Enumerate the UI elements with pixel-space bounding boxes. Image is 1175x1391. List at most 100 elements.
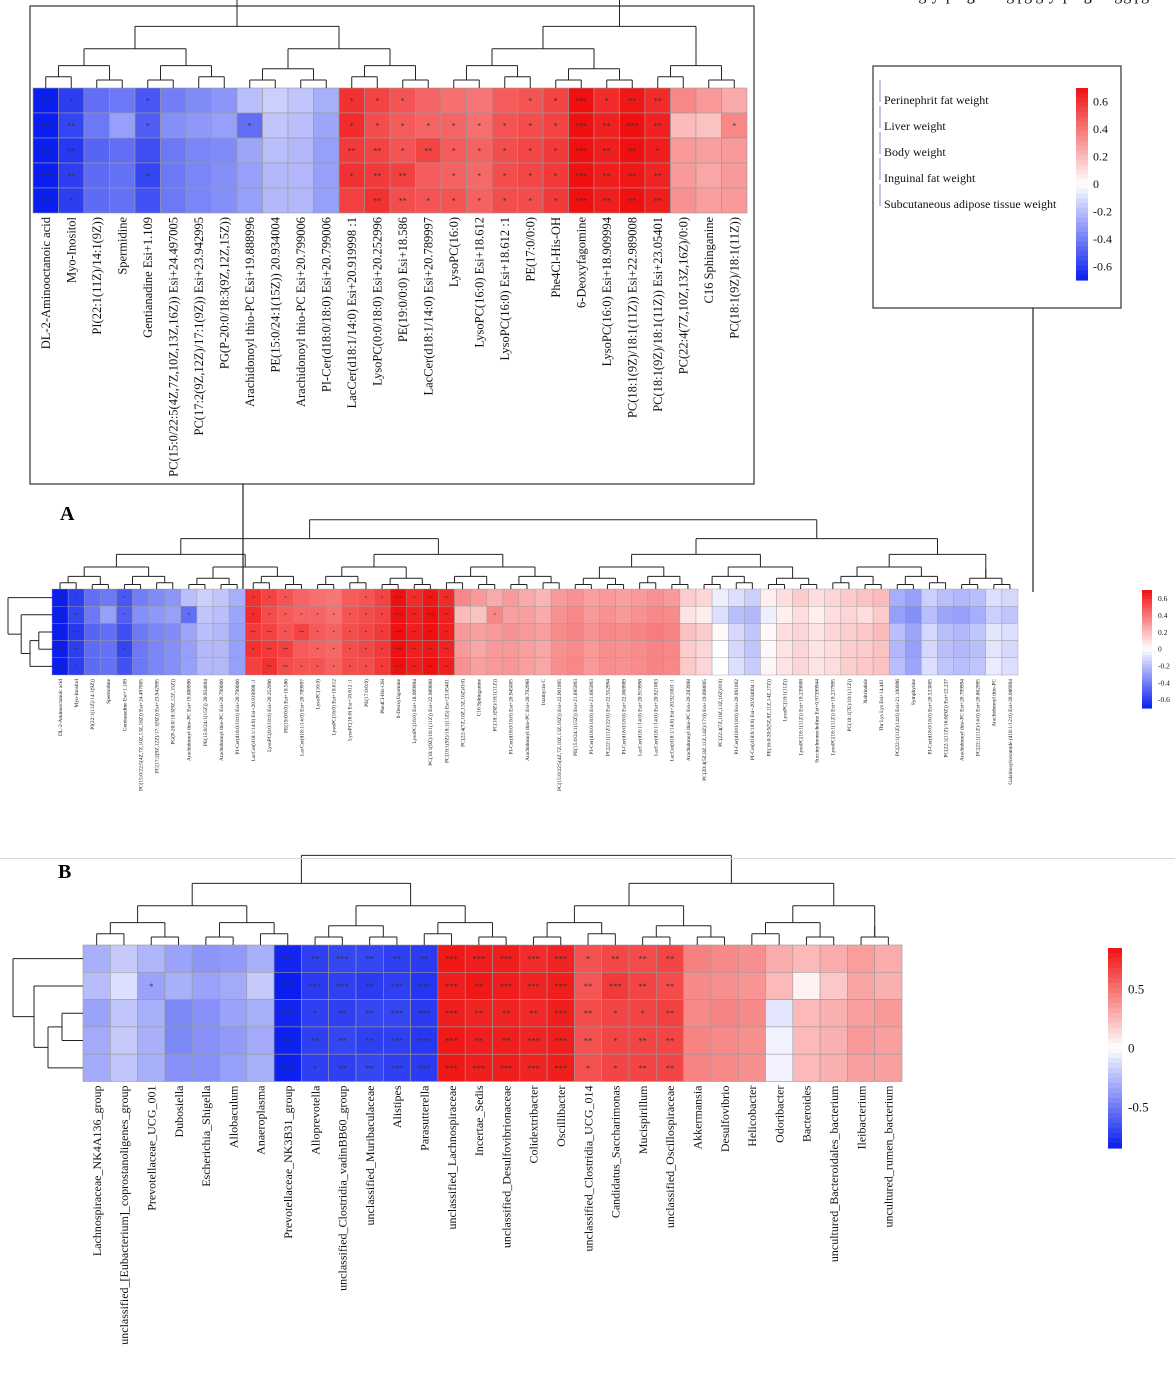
column-label: uncultured_rumen_bacterium <box>882 1085 896 1228</box>
heatmap-cell <box>355 1053 384 1082</box>
significance-star: ** <box>654 96 662 105</box>
colorbar-segment <box>1142 666 1152 671</box>
heatmap-cell <box>262 112 289 139</box>
significance-star: * <box>401 146 405 155</box>
heatmap-cell <box>550 588 568 607</box>
column-label: 6-Deoxyfagomine <box>395 678 402 718</box>
colorbar-segment <box>1142 705 1152 709</box>
heatmap-cell <box>663 623 681 641</box>
heatmap-cell <box>567 623 584 641</box>
heatmap-cell <box>293 640 310 658</box>
significance-star: ** <box>428 596 434 602</box>
heatmap-cell <box>454 657 471 676</box>
significance-star: ** <box>584 981 593 991</box>
heatmap-cell <box>180 588 198 607</box>
significance-star: ** <box>267 664 273 670</box>
heatmap-cell <box>486 640 504 658</box>
significance-star: ** <box>399 196 407 205</box>
heatmap-cell <box>710 944 739 973</box>
heatmap-cell <box>792 606 809 624</box>
column-label: Dubosiella <box>172 1085 186 1138</box>
heatmap-cell <box>486 588 504 607</box>
heatmap-cell <box>246 944 275 973</box>
colorbar-segment <box>1076 112 1088 118</box>
heatmap-cell <box>840 606 858 624</box>
heatmap-cell <box>856 588 874 607</box>
significance-star: *** <box>472 1063 485 1073</box>
heatmap-cell <box>840 657 858 676</box>
heatmap-cell <box>647 640 665 658</box>
legend-row-label: Body weight <box>884 145 946 159</box>
heatmap-cell <box>517 137 544 164</box>
heatmap-cell <box>137 1053 166 1082</box>
colorbar-segment <box>1076 88 1088 94</box>
colorbar-segment <box>1142 681 1152 685</box>
heatmap-cell <box>196 623 214 641</box>
heatmap-cell <box>937 623 954 641</box>
colorbar-tick: 0 <box>1093 177 1099 191</box>
row-label: Liver weight <box>905 0 988 4</box>
colorbar-segment <box>1076 97 1088 103</box>
colorbar-segment <box>1076 116 1088 123</box>
column-label: unclassified_Muribaculaceae <box>363 1086 377 1226</box>
colorbar-segment <box>1076 188 1088 195</box>
column-label: PI-Cer(d18:0/18:0) Esi+20.799006 <box>234 679 241 755</box>
significance-star: * <box>316 664 319 670</box>
significance-star: ** <box>666 1036 675 1046</box>
colorbar-tick: -0.4 <box>1158 678 1170 687</box>
heatmap-cell <box>502 588 520 607</box>
colorbar-segment <box>1108 1128 1122 1134</box>
significance-star: ** <box>654 171 662 180</box>
heatmap-cell <box>109 87 136 114</box>
column-label: Succinylmonocholine Esi+0.97399944 <box>815 679 821 763</box>
heatmap-cell <box>679 657 697 676</box>
heatmap-cell <box>83 606 101 624</box>
heatmap-cell <box>534 588 552 607</box>
significance-star: * <box>75 596 78 602</box>
heatmap-cell <box>760 640 777 658</box>
heatmap-cell <box>905 623 922 641</box>
heatmap-cell <box>325 588 343 607</box>
heatmap-cell <box>191 944 220 973</box>
significance-star: ** <box>338 1008 347 1018</box>
significance-star: ** <box>611 954 620 964</box>
column-label: LysoPC(16:0) Esi+18.612 <box>473 217 487 348</box>
significance-star: * <box>452 171 456 180</box>
heatmap-cell <box>134 137 161 164</box>
colorbar-segment <box>1142 598 1152 603</box>
heatmap-cell <box>631 640 648 658</box>
colorbar-segment <box>1108 978 1122 984</box>
heatmap-cell <box>100 623 117 641</box>
significance-star: *** <box>336 981 349 991</box>
colorbar-segment <box>1142 628 1152 632</box>
column-label: PC(20:4(5Z,8Z,11Z,14Z)/17:0) Esi+19.8980… <box>701 679 708 781</box>
heatmap-cell <box>953 606 970 624</box>
significance-star: ** <box>338 1063 347 1073</box>
column-label: PC(22:1(11Z)/14:0) Esi+20.862995 <box>975 679 982 756</box>
significance-star: *** <box>554 1008 567 1018</box>
colorbar-segment <box>1142 631 1152 635</box>
heatmap-cell <box>574 999 603 1028</box>
heatmap-cell <box>134 187 161 214</box>
colorbar-segment <box>1108 1098 1122 1104</box>
heatmap-cell <box>466 162 493 189</box>
heatmap-cell <box>415 162 442 189</box>
heatmap-cell <box>137 1026 166 1055</box>
heatmap-cell <box>615 657 632 676</box>
column-label: PC(15:0/22:5(4Z,7Z,10Z,13Z,16Z)) Esi+24.… <box>137 679 144 791</box>
significance-star: ** <box>299 630 305 636</box>
colorbar-segment <box>1142 684 1152 688</box>
significance-star: * <box>554 171 558 180</box>
significance-star: *** <box>40 121 52 130</box>
column-label: LysoPC(16:0) Esi+18.612 <box>331 679 338 736</box>
row-label: Subcutaneous adipose tissue weight <box>1022 0 1175 4</box>
column-label: Symphytine <box>911 678 917 705</box>
heatmap-cell <box>164 623 181 641</box>
heatmap-cell <box>905 606 922 624</box>
significance-star: * <box>252 596 255 602</box>
significance-star: *** <box>575 146 587 155</box>
column-label: PC(22:4(7Z,10Z,13Z,16Z)/0:0) <box>677 217 691 374</box>
colorbar-tick: 0.4 <box>1158 611 1168 620</box>
heatmap-cell <box>710 1026 739 1055</box>
significance-star: ** <box>73 647 79 653</box>
